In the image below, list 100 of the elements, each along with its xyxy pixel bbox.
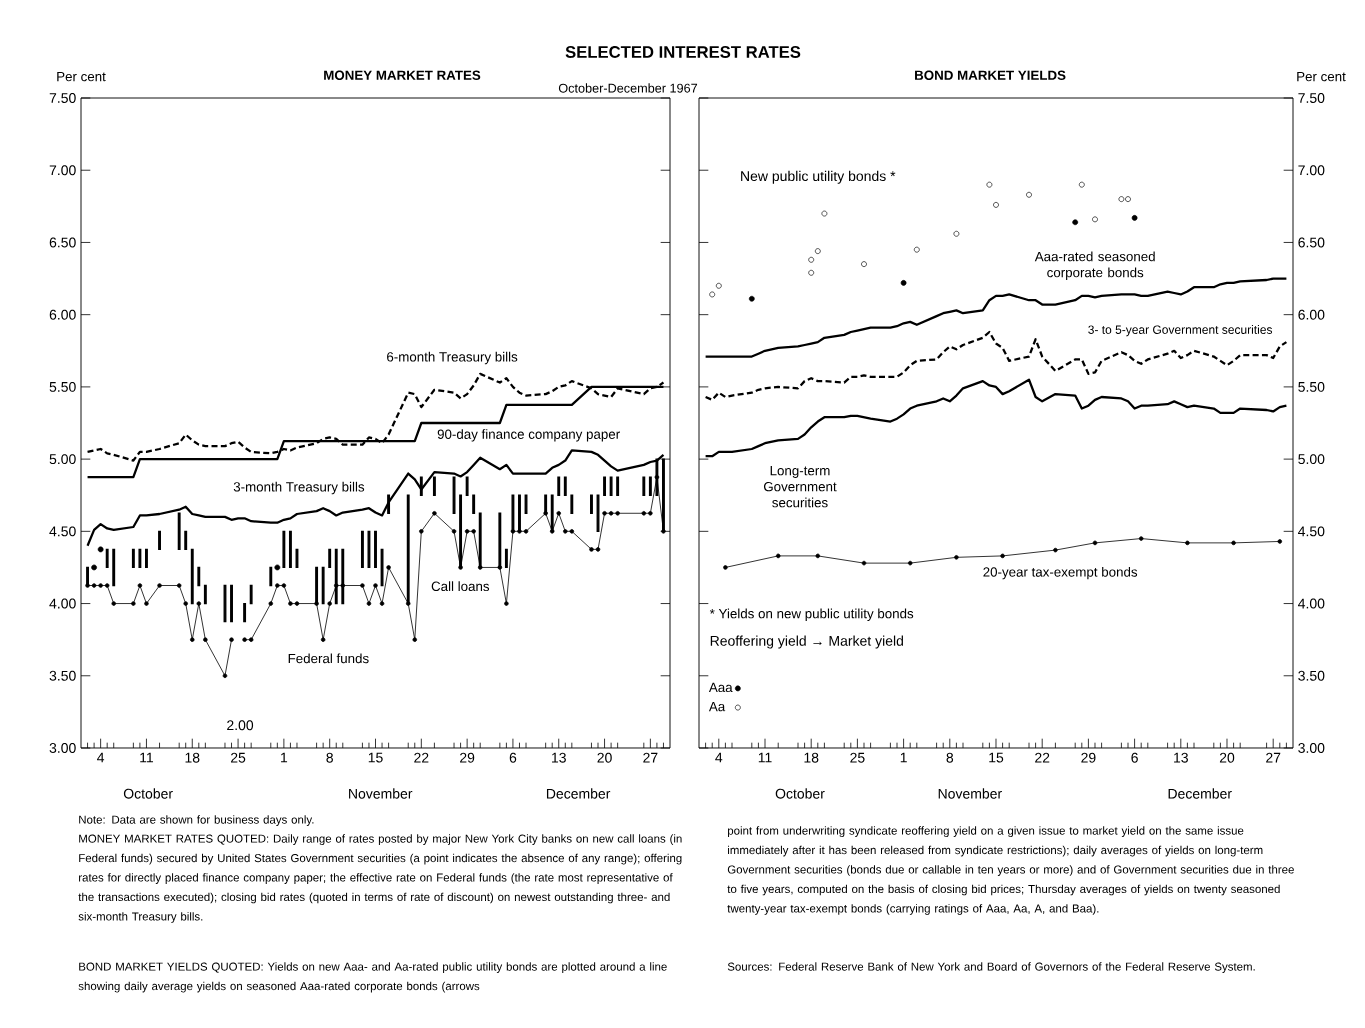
- point: [993, 202, 999, 208]
- series-label: Aaa-rated seasoned corporate bonds: [1034, 251, 1155, 280]
- legend-label: Aa: [708, 701, 726, 712]
- series-label: Federal funds: [288, 653, 369, 664]
- y-tick-label: 4.00: [1298, 598, 1325, 609]
- y-axis-title: Per cent: [57, 71, 106, 82]
- x-tick-label: 6: [509, 752, 517, 763]
- point: [709, 291, 716, 298]
- series-label: 20-year tax-exempt bonds: [983, 566, 1138, 580]
- x-tick-label: 13: [552, 752, 566, 763]
- y-tick-label: 7.50: [1298, 93, 1325, 103]
- x-tick-label: 27: [1266, 752, 1281, 763]
- x-tick-label: 18: [804, 752, 819, 763]
- point: [815, 553, 821, 559]
- y-tick-label: 3.00: [1298, 743, 1325, 753]
- text: October-December 1967: [558, 83, 698, 93]
- text: MONEY MARKET RATES QUOTED: Daily range of rates posted by major New York City banks on new call loans (in Federal funds) secured by United States Government securities (a point indicates the absence of any range); offering rates for directly placed finance company paper; the effective rate on Federal funds (the rate most representative of the transactions executed); closing bid rates (quoted in terms of rate of discount) on newest outstanding three- and six-month Treasury bills.: [78, 834, 682, 923]
- y-tick-label: 6.50: [49, 237, 76, 248]
- y-axis-title: Per cent: [1297, 71, 1346, 82]
- x-tick-label: 15: [368, 752, 383, 763]
- annotation: Reoffering yield → Market yield: [710, 635, 903, 649]
- point: [814, 248, 821, 254]
- text: November: [938, 788, 1002, 799]
- x-tick-label: 20: [1219, 752, 1235, 763]
- x-tick-label: 27: [643, 752, 658, 763]
- y-tick-label: 6.00: [1298, 309, 1325, 320]
- y-tick-label: 3.50: [49, 670, 76, 681]
- text: October: [775, 788, 825, 799]
- y-tick-label: 7.00: [49, 165, 76, 176]
- x-tick-label: 15: [989, 752, 1004, 763]
- point: [1078, 181, 1085, 188]
- point: [954, 555, 959, 560]
- chart-title: MONEY MARKET RATES: [324, 70, 481, 80]
- y-tick-label: 5.00: [49, 454, 76, 465]
- y-tick-label: 6.00: [49, 309, 76, 320]
- text: point from underwriting syndicate reoffering yield on a given issue to market yield on the same issue immediately after it has been released from syndicate restrictions); daily averages of yields on long-term Government securities (bonds due or callable in ten years or more) and of Government securities due in three to five years, computed on the basis of closing bid prices; Thursday averages of yields on twenty seasoned twenty-year tax-exempt bonds (carrying ratings of Aaa, Aa, A, and Baa).: [727, 826, 1294, 915]
- point: [913, 246, 920, 253]
- x-tick-label: 13: [1174, 752, 1188, 763]
- y-tick-label: 5.50: [49, 381, 76, 392]
- point: [1000, 553, 1005, 559]
- point: [748, 295, 755, 302]
- point: [821, 210, 828, 217]
- x-tick-label: 1: [281, 752, 288, 763]
- text: November: [349, 788, 413, 799]
- y-tick-label: 3.50: [1298, 670, 1325, 681]
- x-tick-label: 22: [1035, 752, 1050, 763]
- point: [1072, 219, 1079, 226]
- point: [986, 181, 993, 188]
- point: [715, 282, 722, 289]
- series-label: 90-day finance company paper: [437, 429, 620, 442]
- point: [1231, 540, 1236, 546]
- point: [861, 261, 867, 267]
- text: BOND MARKET YIELDS QUOTED: Yields on new Aaa- and Aa-rated public utility bonds are plotted around a line showing daily average yields on seasoned Aaa-rated corporate bonds (arrows: [78, 962, 667, 993]
- x-tick-label: 25: [231, 752, 246, 763]
- y-tick-label: 4.50: [49, 526, 76, 537]
- point: [1118, 196, 1125, 202]
- text: December: [546, 788, 611, 799]
- series-label: Call loans: [431, 581, 490, 592]
- x-tick-label: 18: [185, 752, 200, 763]
- x-tick-label: 8: [946, 752, 954, 763]
- y-tick-label: 3.00: [49, 743, 76, 753]
- point: [900, 280, 907, 286]
- x-tick-label: 1: [900, 752, 907, 763]
- point: [861, 560, 867, 566]
- text: SELECTED INTEREST RATES: [565, 46, 801, 58]
- series-label: 3-month Treasury bills: [233, 481, 365, 495]
- point: [1053, 547, 1058, 553]
- x-tick-label: 25: [850, 752, 865, 763]
- x-tick-label: 20: [597, 752, 612, 763]
- point: [808, 256, 815, 263]
- y-tick-label: 5.00: [1298, 454, 1325, 465]
- point: [1026, 191, 1032, 198]
- point: [1092, 540, 1098, 546]
- point: [907, 560, 913, 566]
- annotation: 2.00: [227, 720, 254, 731]
- series-label: Long-term Government securities: [763, 466, 837, 508]
- legend-title: * Yields on new public utility bonds: [709, 608, 914, 621]
- y-tick-label: 6.50: [1298, 237, 1325, 248]
- text: Note: Data are shown for business days only.: [79, 815, 314, 826]
- legend-label: Aaa: [708, 682, 733, 693]
- text: October: [123, 788, 173, 799]
- y-tick-label: 7.00: [1298, 165, 1325, 176]
- x-tick-label: 8: [326, 752, 333, 763]
- series-label: 6-month Treasury bills: [387, 351, 518, 365]
- y-tick-label: 7.50: [49, 93, 76, 103]
- point: [1125, 196, 1131, 202]
- x-tick-label: 4: [97, 752, 105, 763]
- x-tick-label: 11: [140, 752, 154, 763]
- annotation: New public utility bonds *: [741, 170, 896, 184]
- point: [1131, 215, 1138, 221]
- y-tick-label: 4.50: [1298, 526, 1325, 537]
- point: [1185, 540, 1190, 546]
- point: [808, 269, 815, 276]
- series-label: 3- to 5-year Government securities: [1088, 325, 1273, 337]
- x-tick-label: 4: [715, 752, 723, 763]
- y-tick-label: 5.50: [1298, 381, 1325, 392]
- point: [775, 553, 781, 559]
- x-tick-label: 22: [414, 752, 429, 763]
- x-tick-label: 11: [758, 752, 772, 763]
- point: [1277, 539, 1283, 544]
